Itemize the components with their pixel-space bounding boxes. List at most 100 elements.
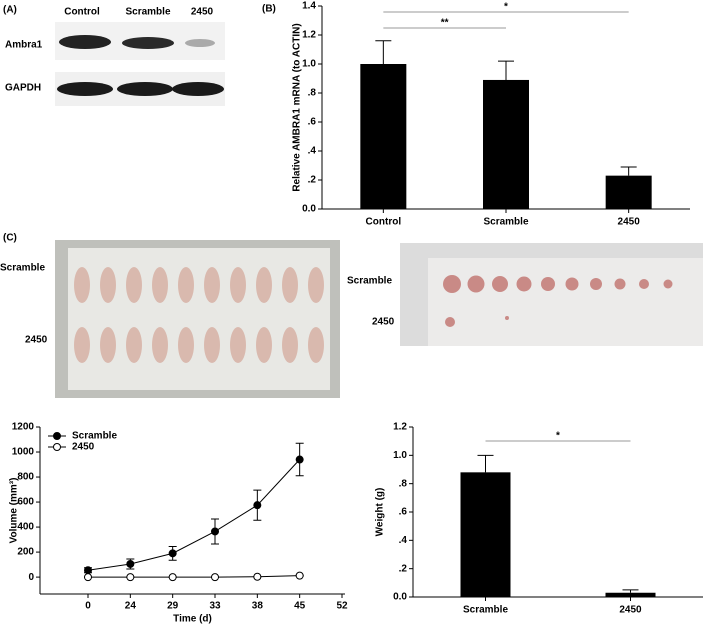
bar <box>605 175 652 209</box>
mouse <box>282 267 298 303</box>
mouse <box>100 327 116 363</box>
bar <box>605 592 656 597</box>
lane-label: 2450 <box>191 7 214 18</box>
panel-label: (B) <box>262 4 276 15</box>
tumor <box>565 277 579 291</box>
marker <box>126 559 135 568</box>
x-tick-label: Scramble <box>463 605 508 616</box>
y-tick-label: 0 <box>28 572 34 583</box>
tumor <box>467 275 485 293</box>
y-tick-label: .8 <box>308 88 317 99</box>
y-tick-label: 0.0 <box>302 204 316 215</box>
significance-label: * <box>504 2 508 13</box>
mouse <box>152 267 168 303</box>
marker <box>295 571 304 580</box>
legend-marker <box>53 443 61 451</box>
row-label: Scramble <box>0 263 45 274</box>
blot-image <box>55 22 225 106</box>
tumor <box>663 279 673 289</box>
x-tick-label: 45 <box>294 601 306 612</box>
legend-label: Scramble <box>72 431 117 442</box>
x-tick-label: 38 <box>252 601 264 612</box>
y-tick-label: 1.2 <box>302 30 316 41</box>
x-tick-label: 0 <box>85 601 91 612</box>
marker <box>211 573 219 582</box>
mouse <box>204 267 220 303</box>
bar <box>360 64 407 209</box>
tumor <box>590 278 602 290</box>
mice-photo <box>55 240 340 398</box>
panel-label: (C) <box>3 233 17 244</box>
y-tick-label: 0.0 <box>393 592 407 603</box>
mouse <box>178 267 194 303</box>
error-bar <box>375 40 392 64</box>
marker <box>253 501 262 510</box>
tumor <box>505 316 509 320</box>
lane-label: Scramble <box>125 7 170 18</box>
legend-marker <box>53 432 61 440</box>
row-label: Ambra1 <box>5 40 43 51</box>
mouse <box>178 327 194 363</box>
marker <box>168 549 177 558</box>
mouse <box>230 327 246 363</box>
marker <box>295 455 304 464</box>
x-tick-label: 2450 <box>618 217 641 228</box>
error-bar <box>498 60 514 80</box>
marker <box>84 573 92 582</box>
panel-label: (A) <box>3 5 17 16</box>
error-bar <box>477 454 494 473</box>
y-tick-label: 1.2 <box>393 422 407 433</box>
y-tick-label: 600 <box>17 497 34 508</box>
x-tick-label: 52 <box>336 601 348 612</box>
x-axis-label: Time (d) <box>173 614 212 625</box>
mouse <box>204 327 220 363</box>
bar <box>483 79 529 209</box>
mouse <box>308 327 324 363</box>
y-tick-label: .6 <box>308 117 317 128</box>
marker <box>168 573 177 582</box>
y-tick-label: 1.0 <box>302 59 316 70</box>
tumor-photo <box>400 243 703 346</box>
tumor <box>443 275 461 293</box>
mouse <box>126 267 142 303</box>
mouse <box>152 327 168 363</box>
x-tick-label: Control <box>366 217 402 228</box>
tumor <box>541 277 555 291</box>
mouse <box>256 327 272 363</box>
mouse <box>74 327 90 363</box>
mouse <box>126 327 142 363</box>
y-tick-label: .2 <box>399 563 408 574</box>
error-bar <box>622 589 639 593</box>
y-axis-label: Weight (g) <box>375 488 386 537</box>
y-axis-label: Relative AMBRA1 mRNA (to ACTIN) <box>292 23 303 191</box>
marker <box>126 573 135 582</box>
y-axis-label: Volume (mm³) <box>9 478 20 544</box>
significance-label: ** <box>441 18 449 29</box>
line <box>87 459 301 571</box>
tumor <box>639 279 649 289</box>
tumor <box>445 317 455 327</box>
mouse <box>100 267 116 303</box>
y-tick-label: 1.4 <box>302 1 316 12</box>
mouse <box>308 267 324 303</box>
x-tick-label: 2450 <box>619 605 642 616</box>
y-tick-label: 1200 <box>12 422 35 433</box>
marker <box>211 527 219 536</box>
error-bar <box>620 166 637 176</box>
y-tick-label: 400 <box>17 522 34 533</box>
y-tick-label: .2 <box>308 175 317 186</box>
tumor <box>614 278 626 290</box>
row-label: Scramble <box>347 276 392 287</box>
x-tick-label: 24 <box>125 601 137 612</box>
mouse <box>74 267 90 303</box>
y-tick-label: 1.0 <box>393 450 407 461</box>
lane-label: Control <box>64 7 100 18</box>
legend-label: 2450 <box>72 442 95 453</box>
y-tick-label: .6 <box>399 507 408 518</box>
mouse <box>282 327 298 363</box>
marker <box>253 572 262 581</box>
x-tick-label: 29 <box>167 601 179 612</box>
row-label: 2450 <box>25 335 48 346</box>
significance-label: * <box>556 431 560 442</box>
mouse <box>256 267 272 303</box>
